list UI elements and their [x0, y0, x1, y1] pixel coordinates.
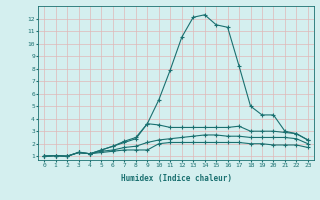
X-axis label: Humidex (Indice chaleur): Humidex (Indice chaleur): [121, 174, 231, 183]
